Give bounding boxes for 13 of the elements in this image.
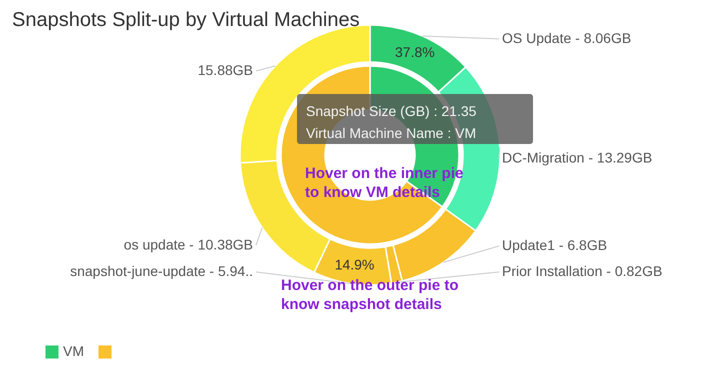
- data-label: 15.88GB: [198, 62, 253, 78]
- legend-label: VM: [63, 343, 84, 359]
- slice-label: Update1 - 6.8GB: [502, 237, 608, 253]
- text: 37.8%: [394, 44, 435, 60]
- chart-title: Snapshots Split-up by Virtual Machines: [12, 9, 360, 31]
- slice-label: Prior Installation - 0.82GB: [502, 263, 662, 279]
- slice-label: OS Update - 8.06GB: [502, 30, 632, 46]
- text: 14.9%: [334, 256, 374, 272]
- slice-label: os update - 10.38GB: [124, 236, 253, 252]
- text: Virtual Machine Name : VM: [306, 125, 476, 141]
- slice-label: DC-Migration - 13.29GB: [502, 150, 652, 166]
- slice-label: snapshot-june-update - 5.94..: [70, 263, 253, 279]
- text: Snapshot Size (GB) : 21.35: [306, 103, 477, 119]
